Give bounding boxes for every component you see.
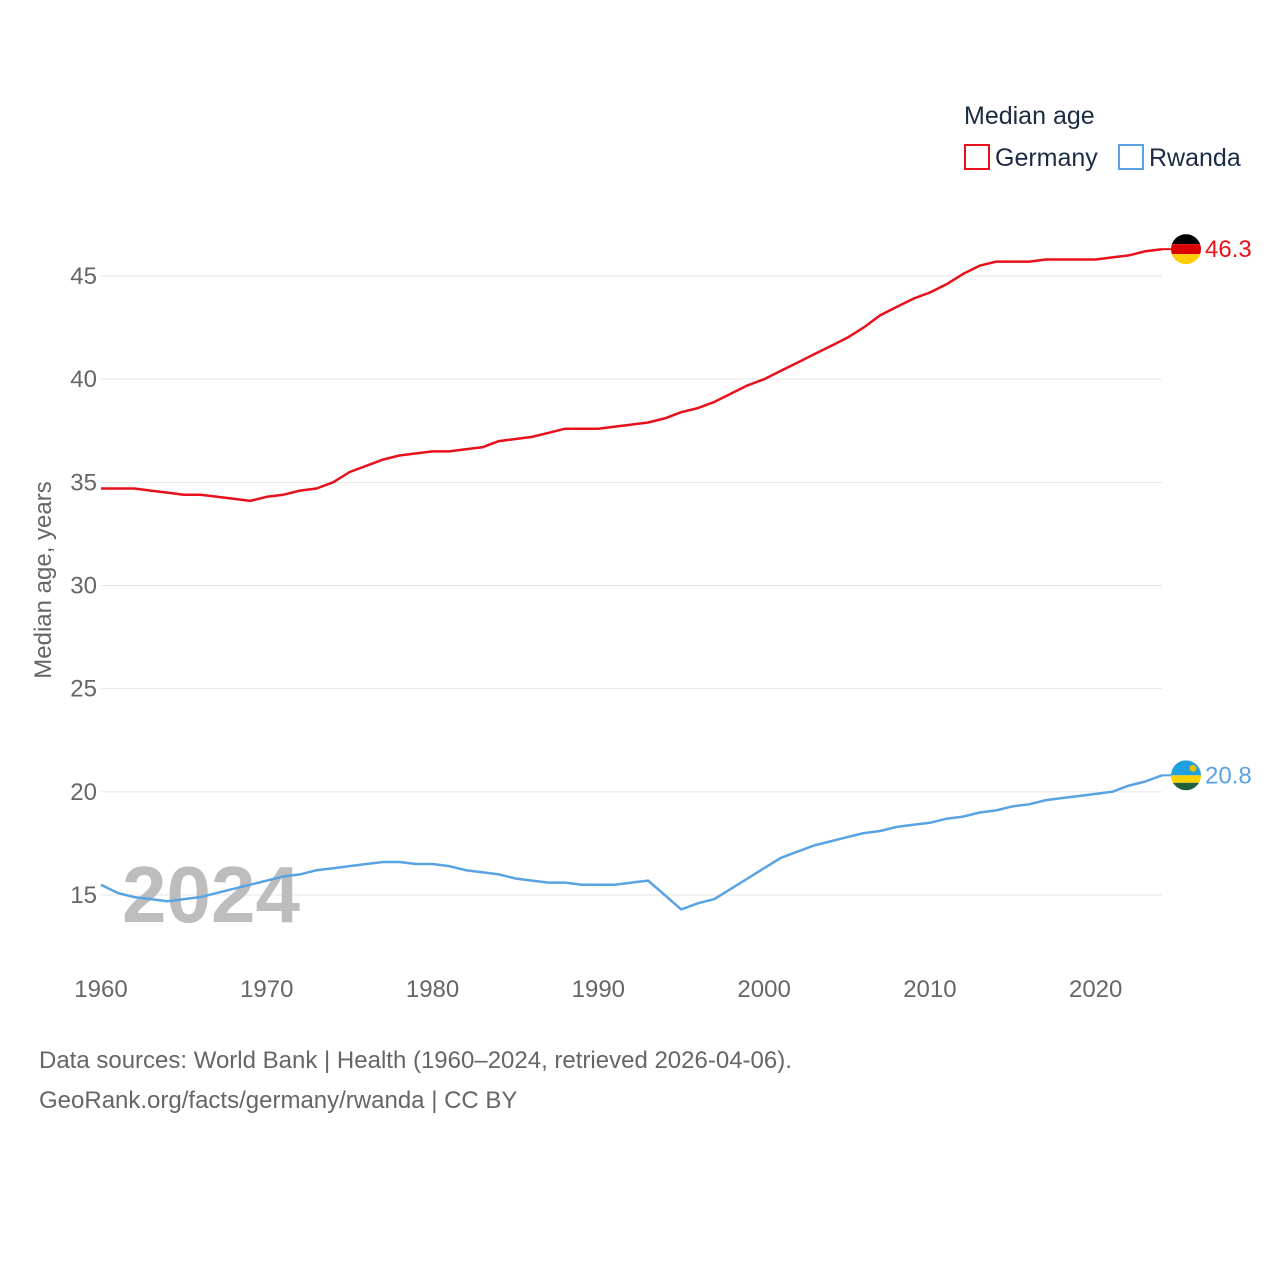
data-source-text: Data sources: World Bank | Health (1960–… xyxy=(39,1047,792,1074)
rwanda-flag-icon xyxy=(1171,760,1201,791)
y-axis-title: Median age, years xyxy=(30,481,57,678)
end-value-label-germany: 46.3 xyxy=(1205,236,1252,263)
series-line-germany xyxy=(101,247,1163,503)
x-tick-label: 1960 xyxy=(74,976,127,1003)
gridlines xyxy=(101,275,1162,896)
x-tick-label: 1990 xyxy=(572,976,625,1003)
y-tick-label: 30 xyxy=(70,573,97,600)
legend-item-rwanda[interactable]: Rwanda xyxy=(1118,144,1241,172)
legend-swatch-germany xyxy=(964,144,990,170)
legend-swatch-rwanda xyxy=(1118,144,1144,170)
end-value-label-rwanda: 20.8 xyxy=(1205,762,1252,789)
x-tick-label: 1980 xyxy=(406,976,459,1003)
y-tick-label: 45 xyxy=(70,263,97,290)
series-lines xyxy=(100,247,1163,911)
legend-label-germany: Germany xyxy=(995,144,1098,172)
x-tick-label: 2000 xyxy=(737,976,790,1003)
series-line-rwanda xyxy=(100,774,1163,911)
y-tick-label: 15 xyxy=(70,882,97,909)
x-axis-ticks: 1960 1970 1980 1990 2000 2010 2020 xyxy=(74,976,1122,1003)
legend-item-germany[interactable]: Germany xyxy=(964,144,1098,172)
series-end-markers: 46.3 20.8 xyxy=(1162,234,1252,791)
attribution-link[interactable]: GeoRank.org/facts/germany/rwanda | CC BY xyxy=(39,1087,517,1114)
x-tick-label: 2020 xyxy=(1069,976,1122,1003)
x-tick-label: 1970 xyxy=(240,976,293,1003)
x-tick-label: 2010 xyxy=(903,976,956,1003)
legend-label-rwanda: Rwanda xyxy=(1149,144,1241,172)
y-tick-label: 25 xyxy=(70,676,97,703)
y-tick-label: 40 xyxy=(70,366,97,393)
y-tick-label: 20 xyxy=(70,779,97,806)
y-axis-ticks: 15 20 25 30 35 40 45 xyxy=(70,263,97,909)
legend: Median age Germany Rwanda xyxy=(964,102,1241,172)
legend-title: Median age xyxy=(964,102,1095,130)
y-tick-label: 35 xyxy=(70,469,97,496)
germany-flag-icon xyxy=(1171,234,1201,265)
